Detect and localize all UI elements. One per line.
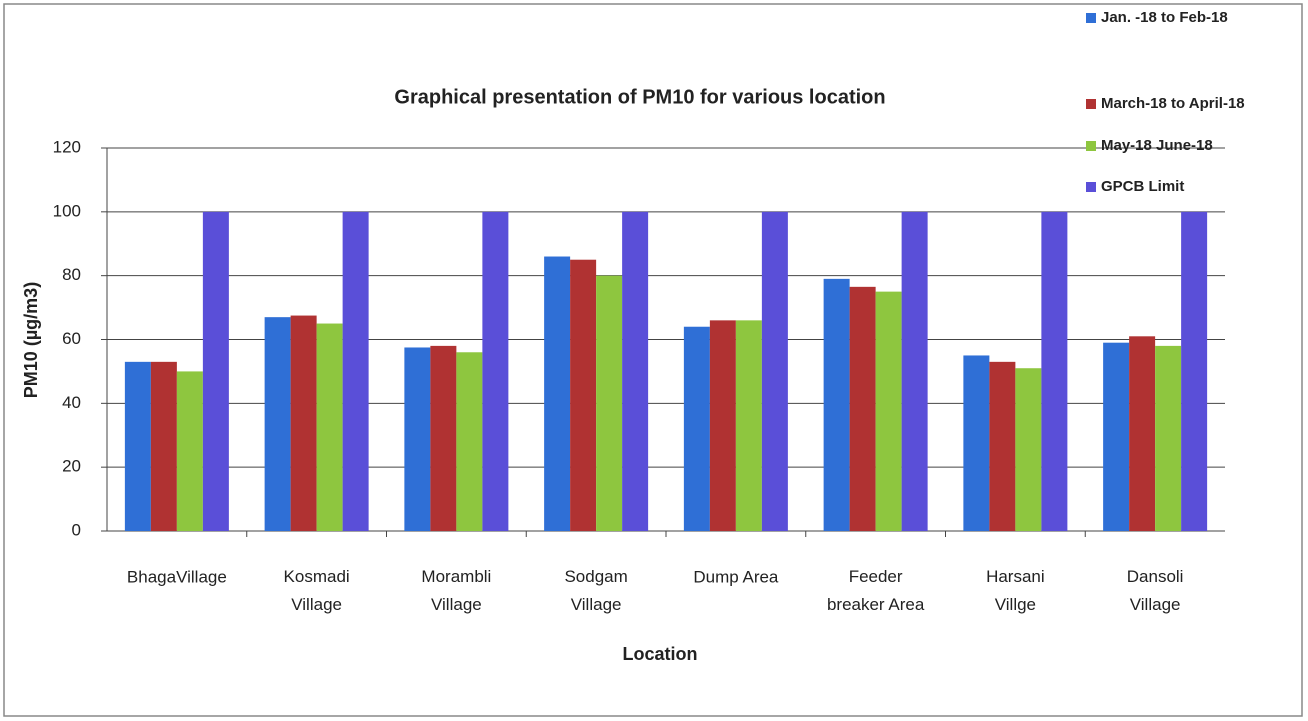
y-tick-label: 120 bbox=[53, 137, 81, 156]
bar bbox=[150, 361, 177, 531]
legend-swatch bbox=[1086, 141, 1096, 151]
bar bbox=[1041, 211, 1068, 532]
bar bbox=[1129, 336, 1156, 531]
legend-swatch bbox=[1086, 99, 1096, 109]
bar bbox=[849, 286, 876, 531]
x-tick-label: Kosmadi Village bbox=[284, 567, 350, 614]
bar bbox=[963, 355, 990, 531]
bar bbox=[989, 361, 1016, 531]
bar bbox=[622, 211, 649, 532]
bar bbox=[544, 256, 571, 531]
bar bbox=[1015, 368, 1042, 531]
x-tick-label: BhagaVillage bbox=[127, 567, 227, 586]
y-tick-label: 100 bbox=[53, 201, 81, 220]
bar bbox=[1103, 342, 1130, 531]
bar bbox=[430, 345, 457, 531]
legend-label: Jan. -18 to Feb-18 bbox=[1101, 9, 1228, 26]
bar bbox=[901, 211, 928, 532]
y-tick-label: 20 bbox=[62, 457, 81, 476]
bar bbox=[761, 211, 788, 532]
chart-border bbox=[3, 3, 1303, 717]
y-tick-label: 60 bbox=[62, 329, 81, 348]
bar bbox=[1181, 211, 1208, 532]
x-axis-title: Location bbox=[623, 644, 698, 664]
bar bbox=[596, 275, 623, 531]
bar bbox=[570, 259, 597, 531]
x-tick-label: Harsani Villge bbox=[986, 567, 1045, 614]
bar bbox=[482, 211, 509, 532]
y-tick-label: 80 bbox=[62, 265, 81, 284]
x-tick-label: Feeder breaker Area bbox=[827, 567, 925, 614]
legend-swatch bbox=[1086, 13, 1096, 23]
bar bbox=[709, 320, 736, 531]
bar bbox=[202, 211, 229, 532]
y-tick-label: 40 bbox=[62, 393, 81, 412]
bar bbox=[456, 352, 483, 531]
legend-label: May-18 June-18 bbox=[1101, 137, 1213, 154]
bar bbox=[735, 320, 762, 531]
bar bbox=[176, 371, 203, 531]
bar bbox=[1155, 345, 1182, 531]
y-tick-label: 0 bbox=[72, 520, 81, 539]
bar bbox=[290, 315, 317, 531]
bar bbox=[683, 326, 710, 531]
legend-swatch bbox=[1086, 182, 1096, 192]
bar bbox=[316, 323, 343, 531]
x-tick-label: Morambli Village bbox=[421, 567, 491, 614]
x-tick-label: Dansoli Village bbox=[1127, 567, 1184, 614]
bar bbox=[404, 347, 431, 531]
y-axis-title: PM10 (µg/m3) bbox=[21, 282, 41, 398]
legend-label: March-18 to April-18 bbox=[1101, 95, 1245, 112]
bar bbox=[124, 361, 151, 531]
x-tick-label: Dump Area bbox=[693, 567, 779, 586]
bar bbox=[875, 291, 902, 531]
bar bbox=[264, 317, 291, 531]
bar bbox=[342, 211, 369, 532]
x-tick-label: Sodgam Village bbox=[564, 567, 627, 614]
legend-label: GPCB Limit bbox=[1101, 178, 1184, 195]
chart-title: Graphical presentation of PM10 for vario… bbox=[394, 86, 885, 108]
bar bbox=[823, 278, 850, 531]
